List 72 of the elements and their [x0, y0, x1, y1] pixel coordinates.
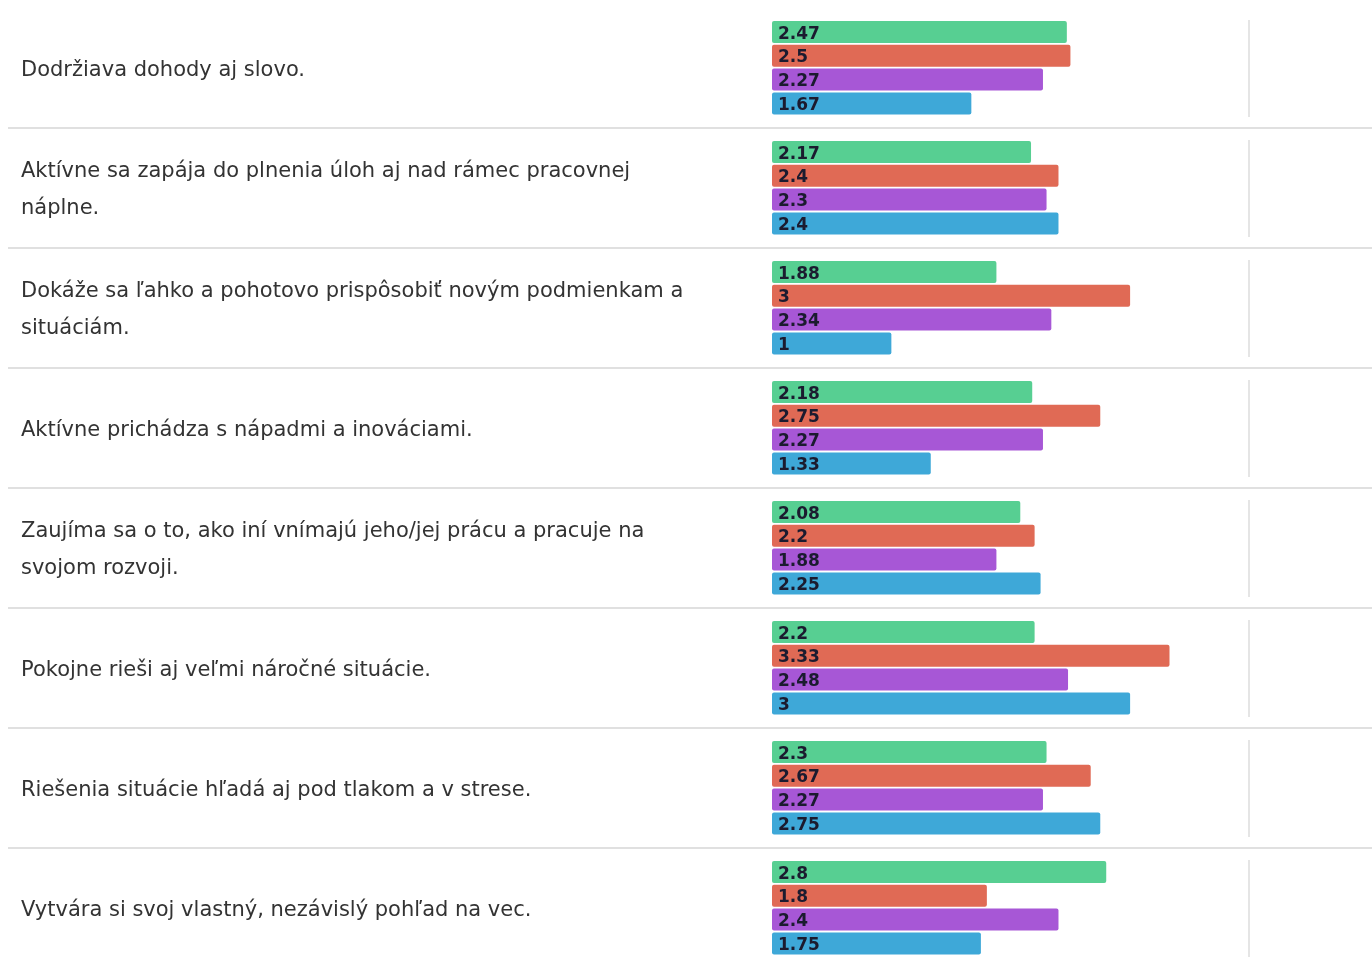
data-label: 2.08 [778, 502, 820, 523]
bar [772, 692, 1131, 715]
data-label: 2.8 [778, 862, 809, 883]
bar [772, 381, 1033, 403]
bar [772, 284, 1131, 307]
y-tick-label: Aktívne prichádza s nápadmi a inováciami. [21, 416, 473, 441]
bar [772, 308, 1052, 331]
y-tick-label: Zaujíma sa o to, ako iní vnímajú jeho/jej prácu a pracuje na svojom rozvoji. [21, 518, 645, 580]
y-tick-label: Vytvára si svoj vlastný, nezávislý pohľad na vec. [21, 896, 532, 921]
bar [772, 141, 1032, 163]
data-label: 2.27 [778, 70, 820, 91]
data-label: 2.4 [778, 166, 809, 187]
data-label: 2.25 [778, 573, 820, 594]
data-label: 1.8 [778, 886, 809, 907]
bar [772, 524, 1035, 547]
bar [772, 68, 1043, 91]
data-label: 2.34 [778, 310, 821, 331]
data-label: 2.47 [778, 22, 820, 43]
bar [772, 188, 1047, 211]
data-label: 2.27 [778, 790, 820, 811]
bar [772, 164, 1059, 187]
bar [772, 908, 1059, 931]
data-label: 2.48 [778, 670, 820, 691]
bar [772, 884, 987, 907]
bar [772, 404, 1101, 427]
bar [772, 812, 1101, 835]
bar [772, 332, 892, 355]
bar [772, 741, 1047, 763]
bar [772, 621, 1035, 643]
bar [772, 501, 1021, 523]
data-label: 2.2 [778, 622, 809, 643]
data-label: 1.67 [778, 93, 820, 114]
bar [772, 644, 1170, 667]
data-label: 3 [778, 286, 790, 307]
data-label: 2.27 [778, 430, 820, 451]
y-tick-label: Riešenia situácie hľadá aj pod tlakom a v strese. [21, 776, 532, 801]
bar [772, 668, 1069, 691]
data-label: 2.4 [778, 213, 809, 234]
bar [772, 21, 1067, 43]
bar [772, 212, 1059, 235]
data-label: 2.67 [778, 766, 820, 787]
bar [772, 764, 1091, 787]
data-label: 1 [778, 333, 790, 354]
data-label: 1.88 [778, 262, 820, 283]
data-label: 2.4 [778, 910, 809, 931]
bar [772, 92, 972, 115]
y-tick-label: Pokojne rieši aj veľmi náročné situácie. [21, 656, 431, 681]
y-tick-label: Dodržiava dohody aj slovo. [21, 56, 306, 81]
data-label: 2.3 [778, 742, 809, 763]
data-label: 2.18 [778, 382, 820, 403]
bar [772, 861, 1107, 883]
bar [772, 428, 1043, 451]
y-tick-label: Dokáže sa ľahko a pohotovo prispôsobiť novým podmienkam a situáciám. [21, 278, 684, 340]
data-label: 2.3 [778, 190, 809, 211]
bar [772, 261, 997, 283]
data-label: 2.5 [778, 46, 809, 67]
data-label: 2.75 [778, 406, 820, 427]
data-label: 1.33 [778, 453, 820, 474]
bar [772, 572, 1041, 595]
bar [772, 932, 981, 955]
data-label: 1.75 [778, 933, 820, 954]
data-label: 1.88 [778, 550, 820, 571]
data-label: 3.33 [778, 646, 820, 667]
bar [772, 548, 997, 571]
bar [772, 452, 931, 475]
data-label: 2.17 [778, 142, 820, 163]
data-label: 2.2 [778, 526, 809, 547]
y-tick-label: Aktívne sa zapája do plnenia úloh aj nad rámec pracovnej náplne. [21, 158, 631, 220]
data-label: 2.75 [778, 813, 820, 834]
bar [772, 44, 1071, 67]
bar [772, 788, 1043, 811]
data-label: 3 [778, 693, 790, 714]
